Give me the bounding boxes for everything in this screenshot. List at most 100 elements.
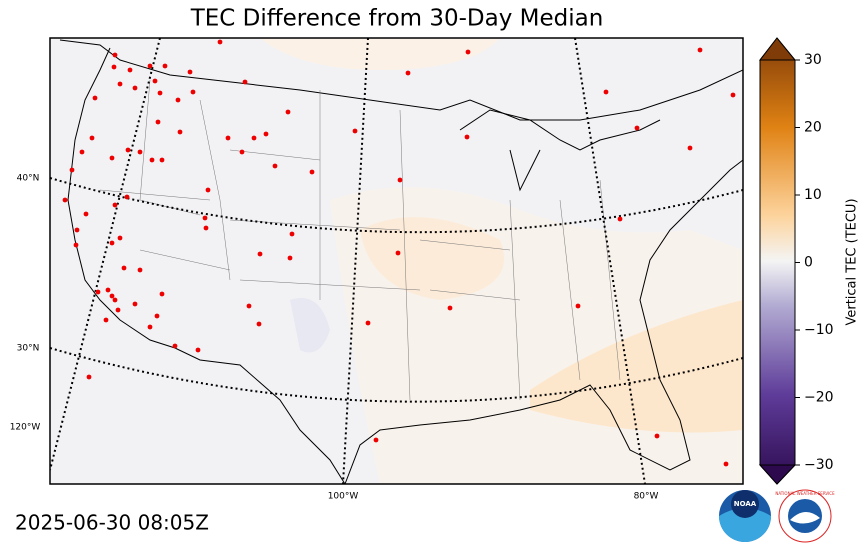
- station: [115, 307, 121, 313]
- station: [251, 135, 257, 141]
- station: [154, 313, 160, 319]
- station: [195, 347, 201, 353]
- station: [287, 255, 293, 261]
- lon-label: 100°W: [328, 492, 359, 502]
- station: [111, 64, 117, 70]
- station: [246, 303, 252, 309]
- station: [152, 78, 158, 84]
- station: [127, 67, 133, 73]
- map: [50, 38, 743, 484]
- border: [59, 39, 743, 121]
- station: [137, 267, 143, 273]
- station: [190, 89, 196, 95]
- station: [575, 303, 581, 309]
- station: [239, 149, 245, 155]
- colorbar-extend: [758, 464, 797, 485]
- station: [203, 225, 209, 231]
- timestamp: 2025-06-30 08:05Z: [15, 511, 209, 535]
- lon-label: 80°W: [634, 492, 659, 502]
- station: [124, 194, 130, 200]
- station: [73, 242, 79, 248]
- station: [105, 287, 111, 293]
- colorbar-tick-label: 0: [804, 255, 813, 271]
- colorbar-tick-label: 20: [804, 120, 822, 136]
- station: [74, 227, 80, 233]
- station: [86, 374, 92, 380]
- station: [205, 187, 211, 193]
- tec-field: [290, 298, 330, 353]
- station: [112, 202, 118, 208]
- station: [155, 119, 161, 125]
- station: [109, 155, 115, 161]
- station: [149, 157, 155, 163]
- station: [147, 63, 153, 69]
- station: [147, 324, 153, 330]
- nws-logo: NATIONAL WEATHER SERVICE: [775, 489, 835, 543]
- lat-label: 40°N: [17, 174, 40, 184]
- station: [687, 145, 693, 151]
- station: [177, 129, 183, 135]
- colorbar-extend: [758, 37, 797, 61]
- station: [159, 157, 165, 163]
- station: [95, 289, 101, 295]
- graticule: [50, 38, 743, 484]
- station: [634, 125, 640, 131]
- station: [217, 39, 223, 45]
- station: [92, 95, 98, 101]
- station: [697, 47, 703, 53]
- station: [62, 197, 68, 203]
- station: [159, 291, 165, 297]
- station: [121, 265, 127, 271]
- station: [202, 215, 208, 221]
- station: [172, 343, 178, 349]
- station: [132, 85, 138, 91]
- station: [723, 461, 729, 467]
- colorbar-tick-label: −10: [804, 322, 834, 338]
- station: [603, 89, 609, 95]
- colorbar-label: Vertical TEC (TECU): [845, 198, 860, 325]
- station: [395, 250, 401, 256]
- lon-label: 120°W: [10, 423, 41, 433]
- station: [285, 109, 291, 115]
- station: [352, 128, 358, 134]
- station: [109, 240, 115, 246]
- station: [272, 163, 278, 169]
- station: [397, 177, 403, 183]
- map-frame: [49, 37, 744, 485]
- station: [464, 134, 470, 140]
- station: [289, 231, 295, 237]
- station: [132, 301, 138, 307]
- station: [187, 69, 193, 75]
- stations: [62, 39, 736, 467]
- coastline: [74, 47, 111, 141]
- station: [89, 135, 95, 141]
- station: [157, 90, 163, 96]
- station: [162, 63, 168, 69]
- station: [83, 211, 89, 217]
- station: [447, 305, 453, 311]
- noaa-logo: NOAA: [719, 490, 771, 542]
- lat-label: 30°N: [17, 344, 40, 354]
- colorbar-tick-label: 10: [804, 187, 822, 203]
- station: [79, 149, 85, 155]
- colorbar: [758, 37, 797, 485]
- station: [373, 437, 379, 443]
- tec-field: [360, 217, 504, 300]
- station: [117, 81, 123, 87]
- station: [175, 97, 181, 103]
- station: [225, 135, 231, 141]
- station: [257, 251, 263, 257]
- coastline: [344, 159, 743, 484]
- title: TEC Difference from 30-Day Median: [190, 6, 604, 32]
- colorbar-tick-label: −20: [804, 390, 834, 406]
- colorbar-tick-label: −30: [804, 457, 834, 473]
- station: [69, 167, 75, 173]
- station: [465, 49, 471, 55]
- station: [730, 92, 736, 98]
- station: [242, 79, 248, 85]
- station: [405, 70, 411, 76]
- station: [109, 293, 115, 299]
- station: [263, 131, 269, 137]
- station: [117, 235, 123, 241]
